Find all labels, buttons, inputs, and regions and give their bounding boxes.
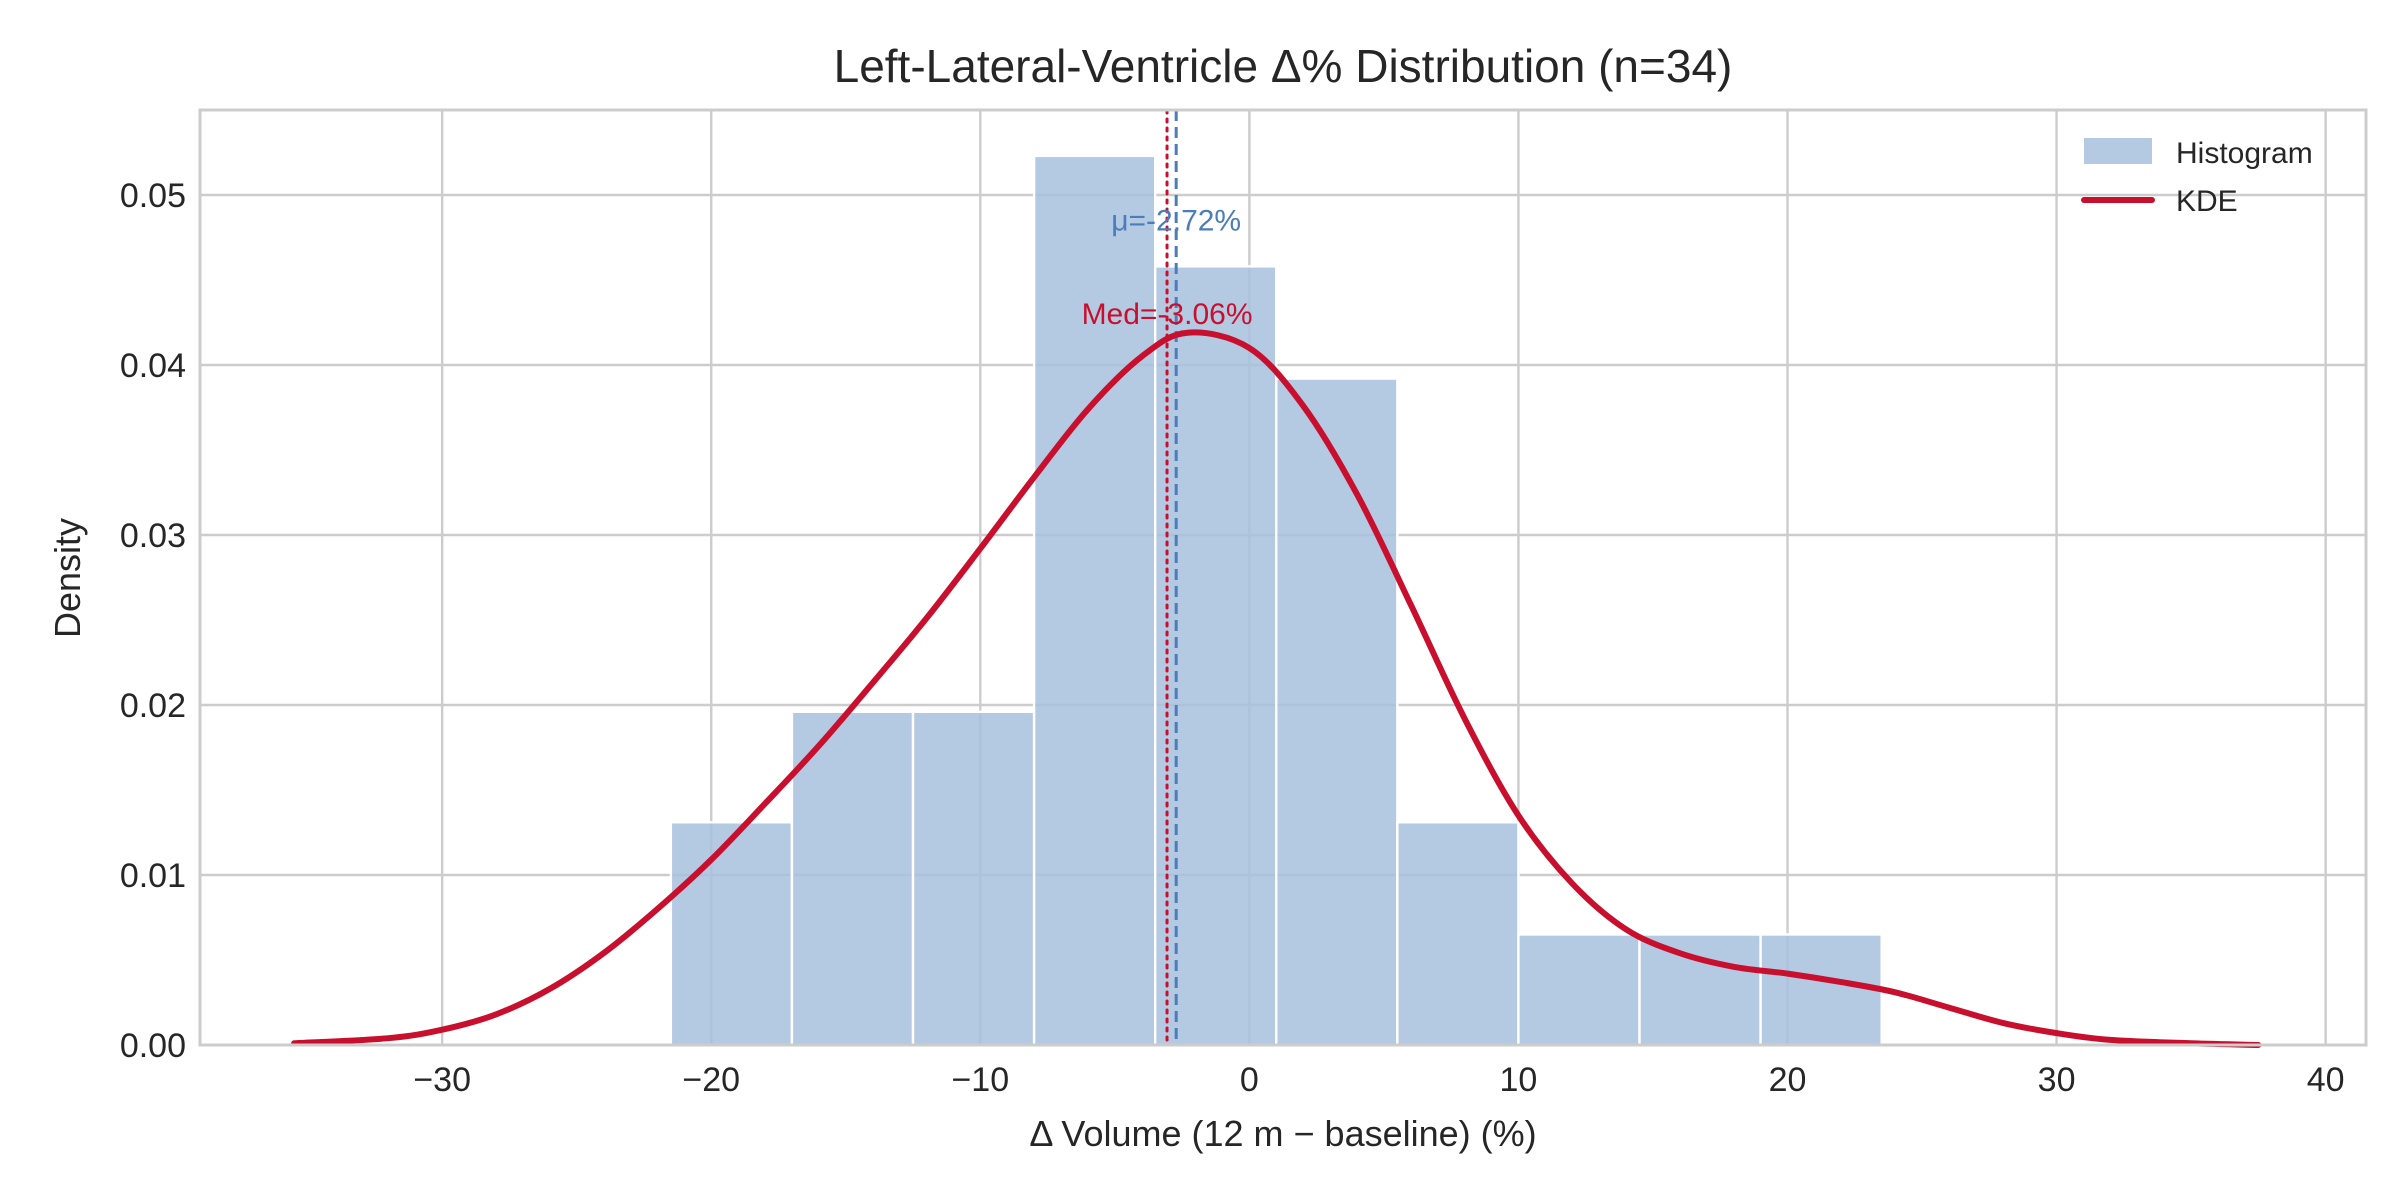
histogram-bar xyxy=(1153,265,1278,1047)
histogram-bar xyxy=(911,710,1036,1047)
x-tick-label: −10 xyxy=(951,1061,1009,1099)
annotations: μ=-2.72% Med=-3.06% xyxy=(1082,205,1253,332)
legend: Histogram KDE xyxy=(2081,137,2313,218)
y-tick-label: 0.00 xyxy=(120,1027,186,1065)
x-tick-label: 30 xyxy=(2038,1061,2076,1099)
kde-curve-group xyxy=(291,329,2262,1048)
y-axis-label: Density xyxy=(47,518,88,638)
y-tick-label: 0.02 xyxy=(120,687,186,725)
histogram-bar xyxy=(1517,933,1641,1047)
histogram-bar xyxy=(1032,154,1157,1047)
histogram-bar xyxy=(1759,933,1883,1047)
x-tick-label: −30 xyxy=(413,1061,471,1099)
x-tick-label: 40 xyxy=(2307,1061,2345,1099)
histogram-bar xyxy=(790,710,915,1047)
legend-label: KDE xyxy=(2176,185,2238,218)
histogram-bars xyxy=(669,154,1883,1047)
histogram-bar xyxy=(1396,821,1520,1047)
grid-lines xyxy=(200,110,2366,1047)
median-label: Med=-3.06% xyxy=(1082,298,1253,331)
y-tick-label: 0.03 xyxy=(120,517,186,555)
x-tick-label: −20 xyxy=(682,1061,740,1099)
y-tick-label: 0.01 xyxy=(120,857,186,895)
x-axis-label: Δ Volume (12 m − baseline) (%) xyxy=(1029,1113,1536,1154)
legend-swatch-histogram xyxy=(2084,138,2152,164)
y-tick-label: 0.05 xyxy=(120,177,186,215)
mean-label: μ=-2.72% xyxy=(1111,205,1241,238)
x-tick-label: 10 xyxy=(1500,1061,1538,1099)
histogram-bar xyxy=(669,821,794,1047)
reference-lines xyxy=(1165,108,1178,1047)
x-tick-labels: −30 −20 −10 0 10 20 30 40 xyxy=(413,1061,2344,1099)
histogram-bar xyxy=(1275,377,1399,1047)
chart-title: Left-Lateral-Ventricle Δ% Distribution (… xyxy=(834,40,1733,92)
x-tick-label: 0 xyxy=(1240,1061,1259,1099)
legend-label: Histogram xyxy=(2176,137,2313,170)
y-tick-labels: 0.00 0.01 0.02 0.03 0.04 0.05 xyxy=(120,177,186,1065)
kde-curve xyxy=(291,329,2262,1048)
plot-frame xyxy=(198,108,2368,1047)
x-tick-label: 20 xyxy=(1769,1061,1807,1099)
y-tick-label: 0.04 xyxy=(120,347,186,385)
histogram-bar xyxy=(1638,933,1762,1047)
